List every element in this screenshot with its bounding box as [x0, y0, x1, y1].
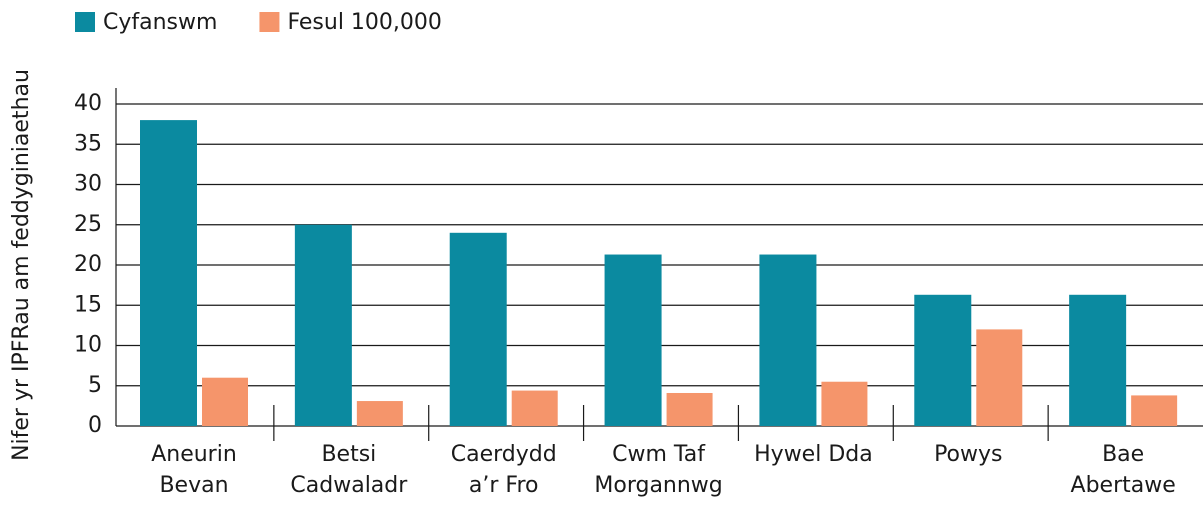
- y-tick-label: 40: [74, 91, 102, 116]
- y-tick-label: 30: [74, 172, 102, 197]
- bar: [604, 254, 662, 426]
- bar: [759, 254, 817, 426]
- y-tick-label: 15: [74, 292, 102, 317]
- legend-label: Cyfanswm: [103, 10, 217, 35]
- x-tick-label: Powys: [934, 442, 1002, 467]
- legend-swatch: [75, 12, 95, 32]
- x-tick-label: Caerdydd: [451, 442, 557, 467]
- x-tick-label: Bae: [1102, 442, 1144, 467]
- legend-swatch: [259, 12, 280, 32]
- bar: [140, 120, 197, 426]
- bar: [666, 392, 713, 426]
- bar: [202, 377, 248, 426]
- bar: [294, 224, 352, 426]
- x-tick-label: Hywel Dda: [754, 442, 873, 467]
- x-tick-label: Abertawe: [1071, 473, 1176, 498]
- y-tick-label: 25: [74, 212, 102, 237]
- legend-label: Fesul 100,000: [287, 10, 441, 35]
- x-tick-label: Bevan: [159, 473, 228, 498]
- bar: [356, 401, 403, 426]
- bar: [1131, 395, 1178, 426]
- x-tick-label: Cadwaladr: [290, 473, 408, 498]
- bar: [449, 232, 507, 426]
- y-tick-label: 20: [74, 252, 102, 277]
- x-tick-label: Aneurin: [151, 442, 237, 467]
- y-tick-label: 5: [88, 373, 102, 398]
- y-axis-label: Nifer yr IPFRau am feddyginiaethau: [9, 69, 34, 461]
- x-tick-label: Betsi: [321, 442, 376, 467]
- y-tick-label: 35: [74, 131, 102, 156]
- bar: [511, 390, 558, 426]
- bar: [914, 294, 972, 426]
- bar: [1069, 294, 1127, 426]
- y-tick-label: 10: [74, 333, 102, 358]
- x-tick-label: Cwm Taf: [612, 442, 706, 467]
- bar: [821, 381, 868, 426]
- x-tick-label: a’r Fro: [469, 473, 539, 498]
- x-tick-label: Morgannwg: [594, 473, 722, 498]
- y-tick-label: 0: [88, 413, 102, 438]
- bar: [976, 329, 1023, 426]
